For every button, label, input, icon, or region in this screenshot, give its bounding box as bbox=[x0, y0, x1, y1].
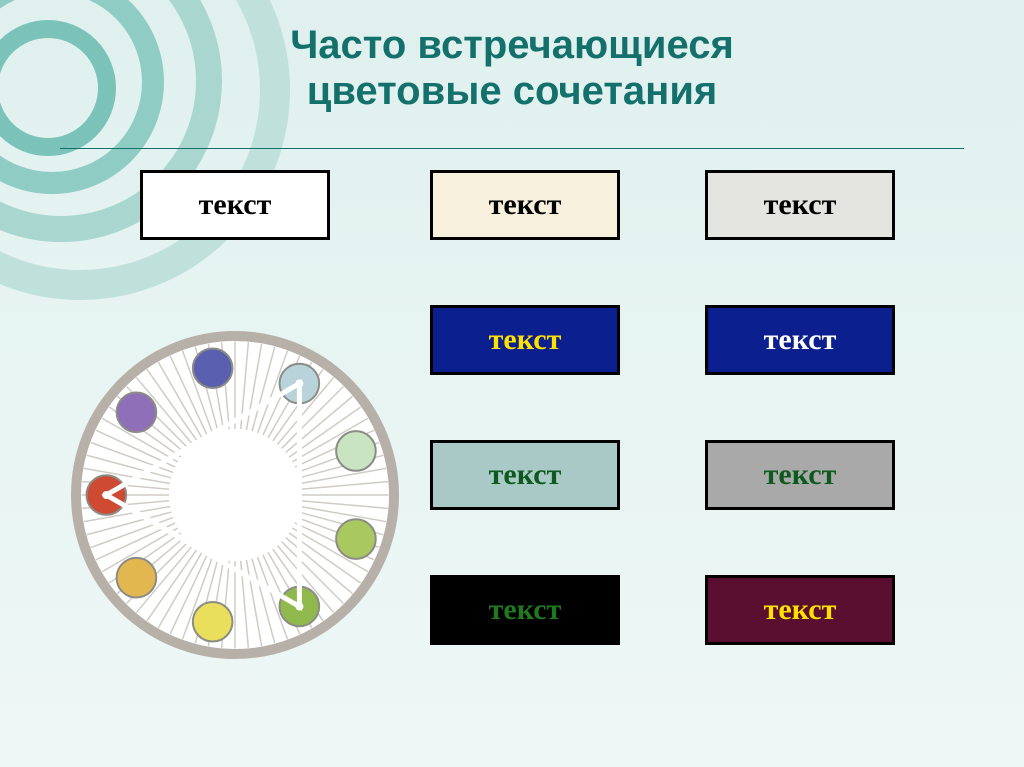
title-line-1: Часто встречающиеся bbox=[290, 23, 734, 67]
box-white-black: текст bbox=[140, 170, 330, 240]
title-underline bbox=[60, 148, 964, 149]
box-lightgray-black: текст bbox=[705, 170, 895, 240]
box-navy-yellow: текст bbox=[430, 305, 620, 375]
box-black-green: текст bbox=[430, 575, 620, 645]
slide-title: Часто встречающиеся цветовые сочетания bbox=[0, 22, 1024, 114]
slide: { "canvas": { "width": 1024, "height": 7… bbox=[0, 0, 1024, 767]
box-cream-black: текст bbox=[430, 170, 620, 240]
title-line-2: цветовые сочетания bbox=[307, 69, 718, 113]
box-maroon-yellow: текст bbox=[705, 575, 895, 645]
box-teal-darkgreen: текст bbox=[430, 440, 620, 510]
box-navy-white: текст bbox=[705, 305, 895, 375]
color-wheel-graphic bbox=[70, 330, 400, 660]
box-gray-darkgreen: текст bbox=[705, 440, 895, 510]
